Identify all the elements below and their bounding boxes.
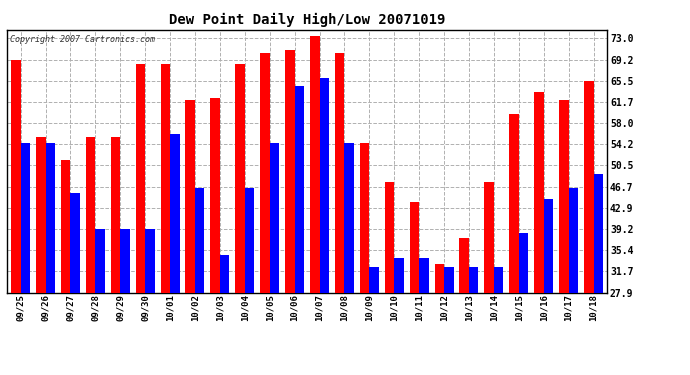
Bar	[369, 267, 379, 375]
Bar	[210, 98, 220, 375]
Bar	[260, 53, 270, 375]
Bar	[36, 137, 46, 375]
Bar	[534, 92, 544, 375]
Bar	[186, 100, 195, 375]
Bar	[435, 264, 444, 375]
Bar	[70, 194, 80, 375]
Bar	[61, 159, 70, 375]
Bar	[444, 267, 453, 375]
Bar	[170, 134, 179, 375]
Bar	[245, 188, 254, 375]
Bar	[161, 64, 170, 375]
Bar	[235, 64, 245, 375]
Bar	[319, 78, 329, 375]
Bar	[145, 229, 155, 375]
Bar	[285, 50, 295, 375]
Bar	[270, 142, 279, 375]
Bar	[394, 258, 404, 375]
Bar	[509, 114, 519, 375]
Bar	[419, 258, 428, 375]
Bar	[519, 233, 529, 375]
Bar	[335, 53, 344, 375]
Bar	[484, 182, 494, 375]
Bar	[195, 188, 204, 375]
Bar	[460, 238, 469, 375]
Bar	[569, 188, 578, 375]
Bar	[21, 142, 30, 375]
Bar	[111, 137, 120, 375]
Bar	[344, 142, 354, 375]
Bar	[220, 255, 229, 375]
Bar	[360, 142, 369, 375]
Bar	[11, 60, 21, 375]
Bar	[494, 267, 503, 375]
Bar	[136, 64, 145, 375]
Bar	[593, 174, 603, 375]
Bar	[544, 199, 553, 375]
Bar	[95, 229, 105, 375]
Bar	[410, 202, 419, 375]
Title: Dew Point Daily High/Low 20071019: Dew Point Daily High/Low 20071019	[169, 13, 445, 27]
Bar	[310, 36, 319, 375]
Bar	[46, 142, 55, 375]
Bar	[120, 229, 130, 375]
Bar	[469, 267, 478, 375]
Bar	[86, 137, 95, 375]
Bar	[584, 81, 593, 375]
Bar	[385, 182, 394, 375]
Bar	[295, 86, 304, 375]
Bar	[559, 100, 569, 375]
Text: Copyright 2007 Cartronics.com: Copyright 2007 Cartronics.com	[10, 35, 155, 44]
